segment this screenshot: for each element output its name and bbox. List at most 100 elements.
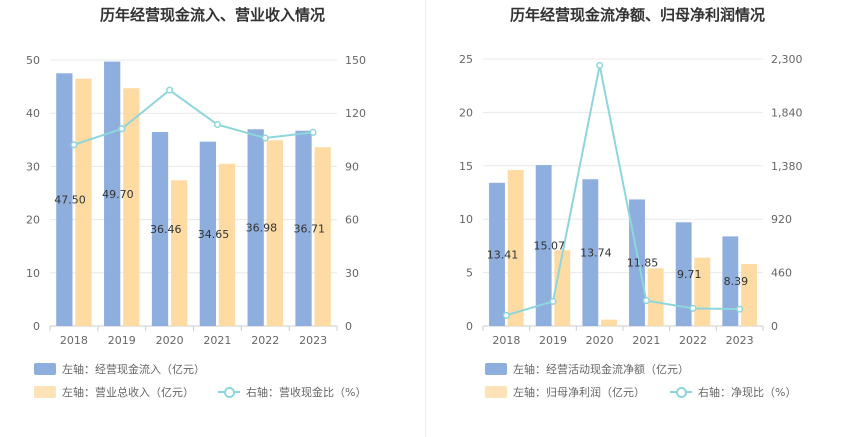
legend-label: 右轴：营收现金比（%） [246,386,367,399]
y-left-tick-label: 20 [459,106,473,119]
legend-item-revenue[interactable]: 左轴：营业总收入（亿元） [34,384,194,400]
y-left-tick-label: 15 [459,160,473,173]
x-tick-label: 2023 [726,334,754,347]
x-tick-label: 2022 [679,334,707,347]
right-chart-panel: 历年经营现金流净额、归母净利润情况 0 5 10 15 20 25 0 460 920 1,380… [425,0,850,437]
line-point [70,141,78,149]
y-left-tick-label: 30 [26,160,40,173]
y-right-tick-label: 120 [345,107,366,120]
x-tick-label: 2023 [299,334,327,347]
y-left-tick-label: 25 [459,53,473,66]
y-right-tick-label: 150 [345,54,366,67]
bar-data-label: 11.85 [627,257,659,270]
bar-secondary [741,264,757,326]
bar-data-label: 36.98 [246,222,278,235]
y-left-tick-label: 40 [26,107,40,120]
bar-data-label: 34.65 [198,228,230,241]
x-tick-label: 2019 [108,334,136,347]
bar-secondary [171,180,188,326]
y-right-tick-label: 0 [771,320,778,333]
legend-label: 左轴：经营活动现金流净额（亿元） [513,363,689,376]
panel-divider [425,0,426,437]
bar-data-label: 49.70 [102,188,134,201]
line-point [502,311,510,319]
y-right-tick-label: 920 [771,213,792,226]
y-right-tick-label: 30 [345,267,359,280]
bar-swatch-orange [485,386,507,398]
legend-item-net-cash-flow[interactable]: 左轴：经营活动现金流净额（亿元） [485,361,689,377]
bar-data-label: 8.39 [724,275,749,288]
y-right-tick-label: 0 [345,320,352,333]
x-tick-label: 2018 [492,334,520,347]
bar-data-label: 13.74 [580,247,612,260]
line-point [118,125,126,133]
y-left-tick-label: 10 [459,213,473,226]
legend-label: 左轴：营业总收入（亿元） [62,386,194,399]
right-chart-svg: 0 5 10 15 20 25 0 460 920 1,380 1,840 2,300 2018 2019… [459,53,803,347]
legend-label: 右轴：净现比（%） [698,386,797,399]
bar-secondary [647,268,664,326]
y-right-tick-label: 90 [345,160,359,173]
bar-primary [675,222,692,326]
bar-secondary [554,250,571,326]
line-point [309,128,317,136]
chart-title: 历年经营现金流净额、归母净利润情况 [509,6,765,24]
bar-secondary [266,140,283,326]
bar-primary [104,61,121,326]
line-point [689,304,697,312]
bar-secondary [218,163,236,326]
bar-data-label: 13.41 [487,248,519,261]
bar-secondary [314,147,331,326]
bar-primary [56,73,73,326]
line-series [73,88,314,146]
legend-item-net-cash-ratio[interactable]: 右轴：净现比（%） [670,384,796,400]
x-tick-label: 2019 [539,334,567,347]
legend-item-net-profit[interactable]: 左轴：归母净利润（亿元） [485,384,645,400]
y-left-tick-label: 50 [26,54,40,67]
y-right-tick-label: 1,840 [771,106,803,119]
y-left-tick-label: 5 [466,267,473,280]
legend-label: 左轴：经营现金流入（亿元） [62,363,205,376]
bar-primary [199,141,216,326]
y-left-tick-label: 0 [466,320,473,333]
line-point [549,297,557,305]
line-marker-icon [218,386,240,398]
bar-secondary [601,319,617,326]
y-right-tick-label: 1,380 [771,160,803,173]
y-left-tick-label: 0 [33,320,40,333]
line-point [166,86,174,94]
bar-primary [535,165,552,326]
bar-data-label: 36.46 [150,223,182,236]
line-point [261,134,269,142]
bar-swatch-orange [34,386,56,398]
bar-primary [489,182,505,326]
bar-secondary [507,170,524,326]
left-chart-svg: 0 10 20 30 40 50 0 30 60 90 120 150 2018 2019 2020 2021… [26,54,366,347]
bar-primary [295,130,312,326]
bar-data-label: 15.07 [533,240,565,253]
line-point [736,305,744,313]
bar-data-label: 36.71 [293,222,325,235]
y-right-tick-label: 460 [771,267,792,280]
bar-swatch-blue [34,363,56,375]
bar-primary [582,179,599,326]
x-tick-label: 2020 [156,334,184,347]
x-tick-label: 2021 [203,334,231,347]
bar-data-label: 47.50 [54,194,86,207]
line-point [596,61,604,69]
line-series [506,65,740,317]
x-tick-label: 2020 [586,334,614,347]
legend-item-cash-inflow[interactable]: 左轴：经营现金流入（亿元） [34,361,205,377]
bar-primary [151,132,169,326]
bar-secondary [123,88,140,326]
bar-swatch-blue [485,363,507,375]
y-right-tick-label: 60 [345,214,359,227]
legend-item-cash-ratio[interactable]: 右轴：营收现金比（%） [218,384,366,400]
y-left-tick-label: 20 [26,214,40,227]
bar-data-label: 9.71 [677,268,702,281]
y-left-tick-label: 10 [26,267,40,280]
bar-primary [247,129,264,326]
x-tick-label: 2018 [60,334,88,347]
line-point [213,120,221,129]
x-tick-label: 2021 [632,334,660,347]
